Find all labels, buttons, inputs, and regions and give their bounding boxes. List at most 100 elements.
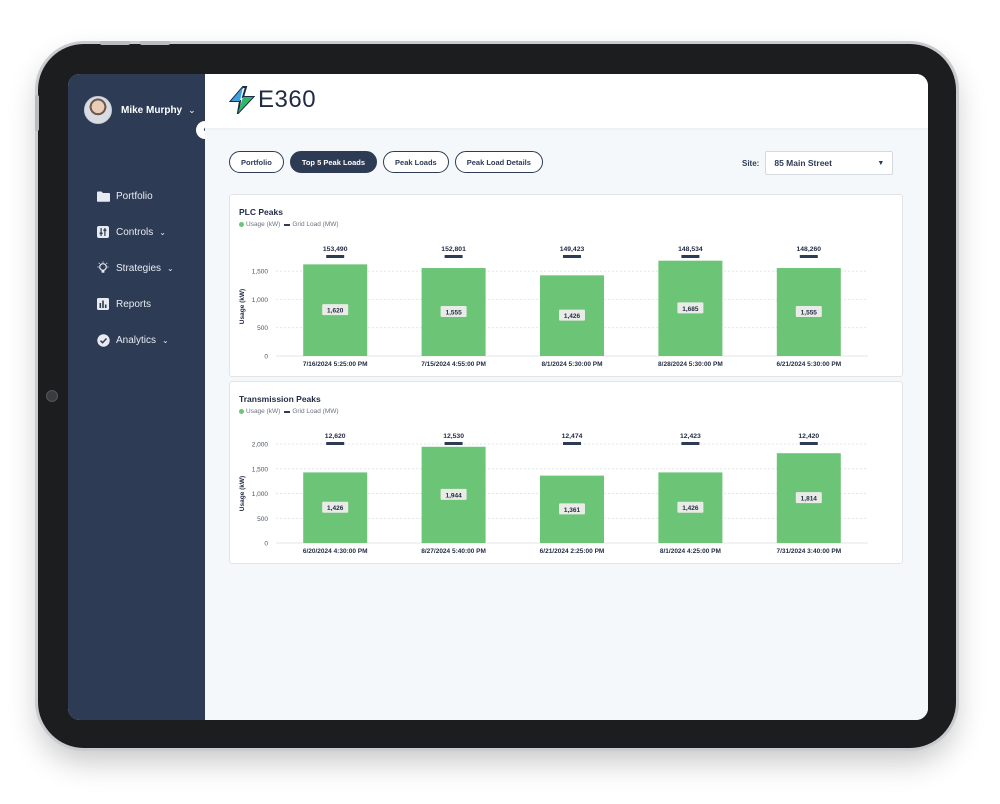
- y-tick-label: 0: [264, 354, 268, 361]
- grid-load-label: 12,474: [562, 433, 583, 440]
- grid-load-label: 12,423: [680, 433, 701, 440]
- bar-value-label-bg: [677, 501, 704, 513]
- legend-grid-load-label: Grid Load (MW): [292, 408, 339, 415]
- bar-value-label-bg: [322, 304, 349, 316]
- tab-top-5-peak-loads[interactable]: Top 5 Peak Loads: [289, 151, 378, 173]
- tablet-top-button-2: [140, 41, 170, 45]
- tab-peak-loads[interactable]: Peak Loads: [383, 151, 449, 173]
- sidebar-item-analytics[interactable]: Analytics ⌄: [96, 322, 174, 358]
- chart-title: Transmission Peaks: [239, 394, 321, 404]
- y-tick-label: 1,500: [252, 269, 269, 276]
- legend-usage-marker: [239, 409, 244, 414]
- grid-load-marker[interactable]: [799, 442, 818, 445]
- grid-load-marker[interactable]: [563, 255, 581, 258]
- tablet-top-button: [100, 41, 130, 45]
- bolt-logo-icon: [229, 86, 255, 114]
- chevron-down-icon: ⌄: [167, 263, 174, 273]
- sidebar-item-label: Portfolio: [116, 190, 153, 202]
- bar-value-label-bg: [559, 309, 585, 321]
- grid-load-marker[interactable]: [563, 442, 581, 445]
- tab-bar: Portfolio Top 5 Peak Loads Peak Loads Pe…: [229, 151, 549, 173]
- sidebar-item-controls[interactable]: Controls ⌄: [96, 214, 174, 250]
- x-tick-label: 6/21/2024 5:30:00 PM: [776, 361, 841, 368]
- sliders-icon: [96, 225, 110, 239]
- chevron-down-icon: ⌄: [159, 227, 166, 237]
- legend-usage-label: Usage (kW): [246, 221, 281, 228]
- chart-legend: Usage (kW) Grid Load (MW): [239, 221, 339, 228]
- bar-value-label: 1,620: [327, 308, 344, 315]
- legend-grid-load-label: Grid Load (MW): [292, 221, 339, 228]
- bar-value-label: 1,426: [564, 313, 581, 320]
- camera: [46, 390, 58, 402]
- grid-load-label: 12,620: [325, 433, 346, 440]
- screen: Mike Murphy ⌄ ‹ Portfolio Controls ⌄: [68, 74, 928, 720]
- user-menu[interactable]: Mike Murphy ⌄: [84, 96, 196, 124]
- grid-load-marker[interactable]: [681, 255, 700, 258]
- bar-value-label: 1,555: [801, 310, 818, 317]
- grid-load-label: 12,420: [798, 433, 819, 440]
- chevron-down-icon: ⌄: [162, 335, 169, 345]
- sidebar-nav: Portfolio Controls ⌄ Strategies ⌄: [96, 178, 174, 358]
- site-selector: Site: 85 Main Street ▼: [742, 151, 894, 175]
- grid-load-marker[interactable]: [444, 442, 463, 445]
- y-tick-label: 2,000: [252, 442, 269, 449]
- sidebar-item-label: Reports: [116, 298, 152, 310]
- sidebar-item-strategies[interactable]: Strategies ⌄: [96, 250, 174, 286]
- tab-portfolio[interactable]: Portfolio: [229, 151, 284, 173]
- grid-load-marker[interactable]: [799, 255, 818, 258]
- grid-load-label: 148,534: [678, 246, 703, 253]
- grid-load-label: 152,801: [441, 246, 466, 253]
- chart-legend: Usage (kW) Grid Load (MW): [239, 408, 339, 415]
- x-tick-label: 8/1/2024 4:25:00 PM: [660, 548, 721, 555]
- y-tick-label: 1,500: [252, 466, 269, 473]
- grid-load-marker[interactable]: [326, 442, 345, 445]
- x-tick-label: 6/21/2024 2:25:00 PM: [540, 548, 605, 555]
- top-bar: E360: [205, 74, 928, 128]
- grid-load-marker[interactable]: [444, 255, 463, 258]
- sidebar-item-label: Strategies: [116, 262, 162, 274]
- sidebar: Mike Murphy ⌄ ‹ Portfolio Controls ⌄: [68, 74, 215, 720]
- chevron-down-icon: ⌄: [188, 104, 196, 115]
- bar-value-label-bg: [795, 306, 822, 318]
- y-tick-label: 500: [257, 516, 268, 523]
- logo-text: E360: [258, 86, 317, 113]
- grid-load-label: 12,530: [443, 433, 464, 440]
- x-tick-label: 7/15/2024 4:55:00 PM: [421, 361, 486, 368]
- tab-peak-load-details[interactable]: Peak Load Details: [454, 151, 543, 173]
- bar-value-label-bg: [440, 306, 467, 318]
- site-dropdown[interactable]: 85 Main Street ▼: [765, 151, 894, 175]
- avatar: [84, 96, 112, 124]
- user-name: Mike Murphy: [121, 104, 183, 116]
- sidebar-item-reports[interactable]: Reports: [96, 286, 174, 322]
- bar-value-label: 1,426: [682, 505, 699, 512]
- sidebar-item-portfolio[interactable]: Portfolio: [96, 178, 174, 214]
- bar-value-label: 1,814: [801, 496, 818, 503]
- grid-load-label: 149,423: [560, 246, 585, 253]
- grid-load-marker[interactable]: [326, 255, 345, 258]
- bar-value-label: 1,944: [445, 492, 462, 499]
- x-tick-label: 8/28/2024 5:30:00 PM: [658, 361, 723, 368]
- bar-value-label: 1,685: [682, 306, 699, 313]
- site-value: 85 Main Street: [774, 158, 832, 168]
- bar-value-label: 1,426: [327, 505, 344, 512]
- grid-load-label: 148,260: [797, 246, 822, 253]
- grid-load-marker[interactable]: [681, 442, 700, 445]
- legend-usage-label: Usage (kW): [246, 408, 281, 415]
- plc-peaks-chart: Usage (kW) 0 500 1,000 1,500 1,620 153,490 7/16…: [239, 246, 868, 368]
- y-tick-label: 500: [257, 325, 268, 332]
- logo[interactable]: E360: [229, 86, 316, 114]
- caret-down-icon: ▼: [877, 159, 885, 167]
- x-tick-label: 8/27/2024 5:40:00 PM: [421, 548, 486, 555]
- bar-chart-icon: [96, 297, 110, 311]
- transmission-peaks-card: Transmission Peaks Usage (kW) Grid Load …: [229, 381, 903, 564]
- bar-value-label: 1,555: [445, 310, 462, 317]
- chart-title: PLC Peaks: [239, 207, 283, 217]
- bar-value-label-bg: [322, 501, 349, 513]
- legend-grid-load-marker: [284, 410, 291, 413]
- site-label: Site:: [742, 158, 760, 168]
- plc-peaks-card: PLC Peaks Usage (kW) Grid Load (MW) Usag…: [229, 194, 903, 377]
- sidebar-item-label: Analytics: [116, 334, 157, 346]
- bar-value-label: 1,361: [564, 507, 581, 514]
- x-tick-label: 6/20/2024 4:30:00 PM: [303, 548, 368, 555]
- tablet-side-button: [35, 95, 39, 131]
